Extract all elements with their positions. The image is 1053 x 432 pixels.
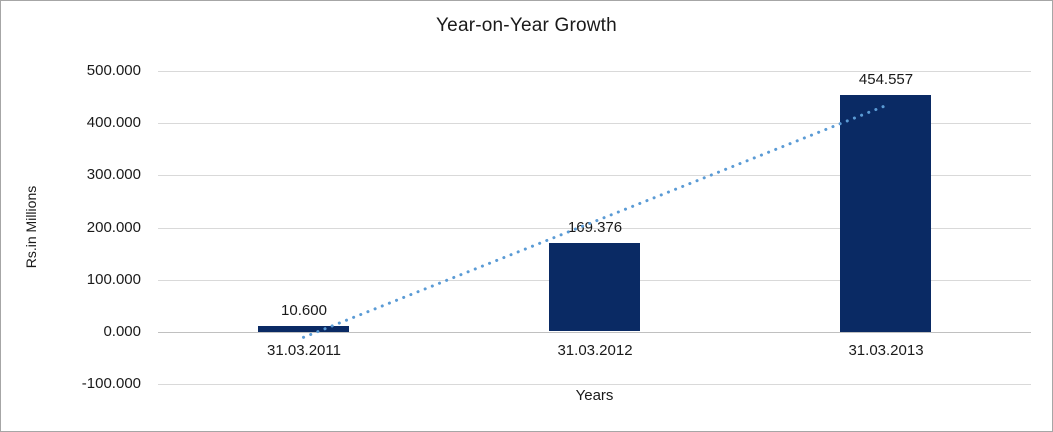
y-tick-label: 500.000 [86, 62, 141, 79]
data-label: 454.557 [858, 71, 914, 88]
x-tick-label: 31.03.2012 [557, 342, 633, 359]
gridline [158, 384, 1031, 385]
y-tick-label: 0.000 [103, 323, 141, 340]
y-tick-label: -100.000 [81, 375, 141, 392]
x-axis-title: Years [575, 387, 614, 404]
y-tick-label: 200.000 [86, 219, 141, 236]
chart-title: Year-on-Year Growth [436, 15, 617, 36]
y-tick-label: 400.000 [86, 114, 141, 131]
bar [258, 326, 349, 332]
category-axis-line [158, 332, 1031, 333]
bar [840, 95, 931, 332]
data-label: 10.600 [281, 302, 327, 319]
x-tick-label: 31.03.2011 [267, 342, 341, 359]
data-label: 169.376 [567, 219, 623, 236]
gridline [158, 71, 1031, 72]
bar [549, 243, 640, 331]
y-tick-label: 300.000 [86, 166, 141, 183]
y-tick-label: 100.000 [86, 271, 141, 288]
x-tick-label: 31.03.2013 [848, 342, 924, 359]
